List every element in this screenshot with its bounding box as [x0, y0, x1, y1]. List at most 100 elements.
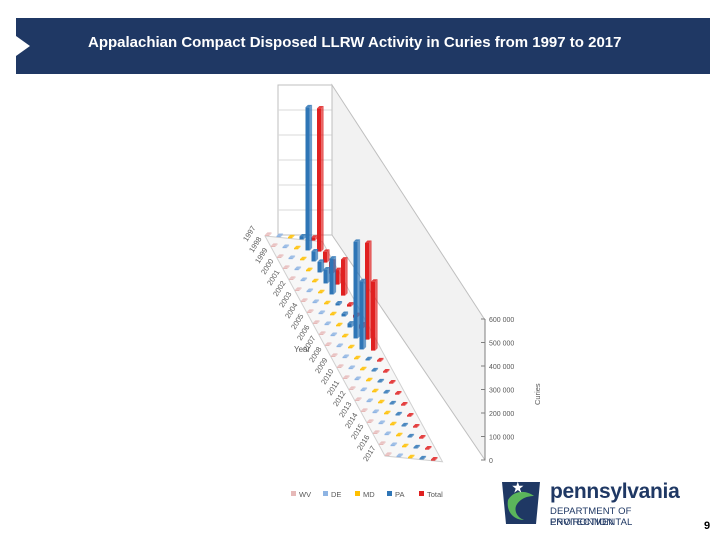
bar-side	[334, 311, 337, 316]
bar-PA-2012	[389, 403, 394, 405]
bar-top	[306, 267, 313, 271]
bar-top	[317, 259, 325, 262]
logo-name: pennsylvania	[550, 480, 680, 503]
bar-PA-2014	[401, 425, 406, 427]
bar-Total-2011	[395, 393, 400, 395]
bar-PA-2015	[407, 436, 412, 438]
bar-PA-2005	[347, 323, 352, 328]
bar-Total-2017	[431, 459, 436, 461]
bar-DE-2017	[396, 455, 401, 458]
bar-Total-2008	[377, 360, 382, 362]
bar-side	[406, 443, 409, 448]
bar-top	[389, 380, 396, 383]
bar-MD-2003	[324, 303, 329, 305]
bar-top	[413, 444, 421, 448]
bar-side	[275, 243, 278, 247]
bar-WV-2008	[331, 355, 336, 357]
bar-WV-2016	[379, 443, 384, 445]
bar-MD-2014	[390, 424, 395, 426]
bar-MD-2013	[384, 413, 389, 415]
bar-top	[395, 391, 402, 394]
bar-top	[354, 376, 362, 379]
bar-Total-2013	[407, 415, 412, 417]
bar-top	[360, 387, 368, 390]
bar-top	[366, 377, 373, 381]
bar-side	[394, 421, 397, 426]
bar-WV-2009	[337, 366, 342, 368]
bar-side	[423, 455, 427, 460]
bar-top	[337, 364, 344, 367]
bar-top	[336, 343, 344, 346]
bar-top	[372, 388, 379, 392]
keystone-logo-icon	[502, 481, 540, 524]
bar-side	[412, 454, 415, 459]
bar-top	[318, 289, 325, 293]
bar-side	[383, 441, 386, 445]
bar-DE-2010	[354, 378, 359, 381]
bar-PA-2001	[323, 269, 328, 284]
bar-Total-2016	[425, 448, 430, 450]
bar-top	[300, 256, 307, 260]
bar-Total-2015	[419, 437, 424, 439]
bar-DE-2006	[330, 334, 335, 337]
bar-PA-2007	[359, 281, 364, 350]
bar-PA-2011	[383, 392, 388, 394]
bar-side	[358, 376, 362, 381]
bar-side	[411, 413, 414, 417]
bar-side	[341, 364, 344, 368]
bar-side	[375, 279, 378, 351]
bar-top	[329, 256, 337, 259]
bar-top	[373, 430, 380, 433]
bar-side	[429, 446, 432, 450]
z-tick-label: 400 000	[489, 364, 514, 371]
title-arrow-icon	[16, 36, 30, 56]
legend-label-Total: Total	[427, 490, 443, 499]
bar-MD-2009	[360, 369, 365, 371]
bar-DE-2008	[342, 356, 347, 359]
bar-top	[277, 254, 284, 257]
z-axis-label: Curies	[533, 383, 542, 405]
bar-top	[330, 311, 337, 315]
bar-MD-2012	[378, 402, 383, 404]
bar-DE-1998	[282, 246, 287, 249]
bar-side	[292, 234, 295, 239]
bar-side	[317, 320, 320, 324]
bar-side	[399, 391, 402, 395]
bar-side	[321, 105, 324, 252]
logo-line-2: PROTECTION	[550, 517, 614, 528]
bar-side	[316, 299, 320, 304]
legend-label-MD: MD	[363, 490, 375, 499]
bar-WV-2013	[361, 410, 366, 412]
bar-top	[312, 299, 320, 302]
z-tick-label: 0	[489, 458, 493, 465]
bar-top	[305, 104, 313, 108]
bar-side	[346, 354, 350, 359]
bar-top	[335, 300, 343, 304]
bar-side	[352, 344, 355, 349]
bar-MD-2016	[402, 446, 407, 448]
bar-top	[359, 278, 367, 282]
bar-MD-2015	[396, 435, 401, 437]
bar-top	[419, 435, 426, 438]
bar-WV-2015	[373, 432, 378, 434]
bar-Total-2009	[383, 371, 388, 373]
bar-side	[315, 248, 319, 262]
bar-top	[408, 454, 415, 458]
bar-top	[317, 105, 324, 109]
bar-top	[372, 409, 380, 412]
bar-DE-2013	[372, 411, 377, 414]
bar-Total-2001	[335, 270, 340, 285]
bar-MD-2008	[354, 358, 359, 360]
bar-top	[385, 452, 392, 455]
bar-top	[294, 245, 301, 249]
bar-top	[301, 298, 308, 301]
bar-MD-2000	[306, 270, 311, 272]
bar-top	[365, 356, 373, 360]
bar-top	[425, 446, 432, 449]
bar-top	[390, 421, 397, 425]
bar-top	[330, 332, 338, 335]
bar-side	[309, 104, 313, 251]
bar-Total-2003	[347, 304, 352, 307]
bar-top	[341, 311, 349, 314]
bar-side	[381, 378, 385, 383]
